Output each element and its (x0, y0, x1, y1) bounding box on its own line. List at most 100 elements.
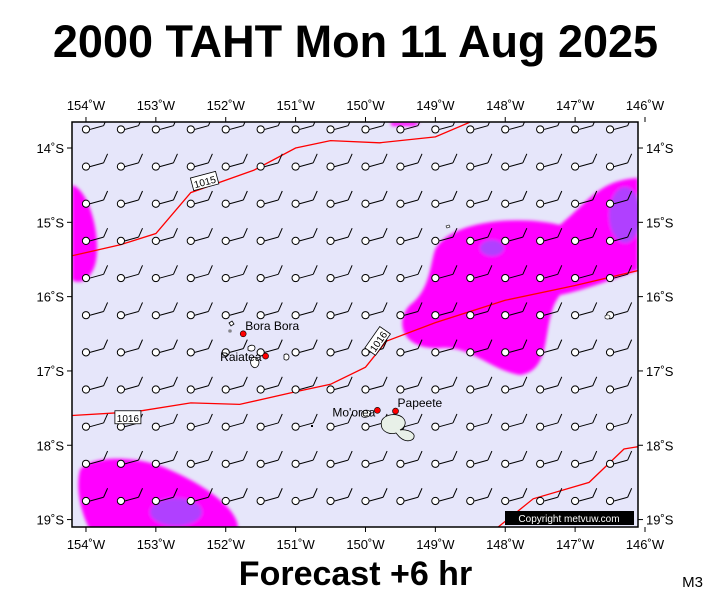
wind-barb (536, 339, 563, 357)
wind-barb (116, 153, 143, 171)
wind-barb (186, 122, 211, 134)
wind-barb (501, 122, 526, 134)
lon-label-top: 149˚W (416, 98, 455, 113)
wind-barb (536, 153, 563, 171)
wind-barb (605, 265, 633, 283)
island-tupai (228, 329, 232, 333)
wind-barb (221, 153, 248, 171)
wind-barb (326, 413, 353, 431)
wind-barb (396, 302, 423, 320)
island-maiao (311, 425, 313, 427)
wind-barb (151, 413, 178, 431)
wind-barb (501, 153, 528, 171)
wind-barb (431, 227, 458, 245)
wind-barb (571, 302, 598, 320)
lat-label-left: 16˚S (37, 290, 65, 305)
wind-barb (466, 190, 493, 208)
place-marker (262, 352, 269, 360)
wind-barb (605, 450, 633, 468)
wind-barb (256, 153, 283, 171)
wind-barb (466, 450, 493, 468)
wind-barb (291, 153, 318, 171)
lon-label-top: 154˚W (67, 98, 106, 113)
rain-area-northwest (72, 185, 98, 282)
wind-barb (186, 153, 213, 171)
wind-barb (256, 265, 283, 283)
wind-barb (431, 450, 458, 468)
wind-barb (221, 302, 248, 320)
wind-barb (361, 265, 388, 283)
wind-barb (221, 450, 248, 468)
wind-barb (291, 302, 318, 320)
lat-label-right: 18˚S (646, 438, 674, 453)
wind-barb (151, 450, 178, 468)
wind-barb (186, 488, 213, 506)
wind-barb (396, 153, 423, 171)
wind-barb (466, 302, 493, 320)
wind-barb (326, 265, 353, 283)
lon-label-top: 153˚W (137, 98, 176, 113)
island-mehetia (604, 314, 611, 320)
wind-barb (396, 339, 423, 357)
wind-barb (221, 265, 248, 283)
wind-barb (186, 190, 213, 208)
wind-barb (256, 450, 283, 468)
wind-barb (466, 153, 493, 171)
wind-barb (256, 190, 283, 208)
wind-barb (291, 265, 318, 283)
wind-barb (221, 413, 248, 431)
wind-barb (571, 376, 598, 394)
wind-barb (81, 302, 109, 320)
wind-barb (186, 413, 213, 431)
wind-barb (256, 227, 283, 245)
copyright-label: Copyright metvuw.com (518, 514, 619, 525)
wind-barb (431, 413, 458, 431)
place-label: Mo'orea (332, 405, 375, 419)
wind-barb (326, 488, 353, 506)
wind-barb (431, 153, 458, 171)
wind-barb (605, 413, 633, 431)
wind-barb (571, 153, 598, 171)
wind-barb (361, 153, 388, 171)
wind-barb (291, 122, 316, 134)
wind-barb (81, 450, 109, 468)
lon-label-top: 150˚W (346, 98, 385, 113)
wind-barb (361, 488, 388, 506)
wind-barb (501, 227, 528, 245)
wind-barb (81, 153, 109, 171)
wind-barb (116, 339, 143, 357)
wind-barb (116, 122, 141, 134)
wind-barb (81, 190, 109, 208)
lon-label-top: 151˚W (276, 98, 315, 113)
wind-barb (81, 413, 109, 431)
copyright-box: Copyright metvuw.com (505, 511, 634, 525)
place-label: Papeete (398, 396, 443, 410)
wind-barb (186, 339, 213, 357)
wind-barb (291, 376, 318, 394)
isobar-label: 1016 (114, 410, 142, 425)
map-ticks: 154˚W 154˚W 153˚W 153˚W 152˚W 152˚W 151˚W 151˚W… (37, 98, 674, 552)
islands (228, 224, 611, 442)
wind-barb (571, 122, 595, 134)
wind-barb (396, 190, 423, 208)
lat-label-left: 17˚S (37, 364, 65, 379)
wind-barb (326, 190, 353, 208)
wind-barb (116, 190, 143, 208)
wind-barb (221, 339, 248, 357)
wind-barb (571, 339, 598, 357)
wind-barb (186, 450, 213, 468)
wind-barb (186, 376, 213, 394)
wind-barb (326, 153, 353, 171)
lon-label-bottom: 150˚W (346, 537, 385, 552)
wind-barb (361, 122, 386, 134)
wind-barb (396, 122, 421, 134)
wind-barb (361, 302, 388, 320)
isobars (72, 122, 638, 527)
isobar-1016 (72, 269, 638, 417)
lat-label-left: 14˚S (37, 141, 65, 156)
wind-barb (501, 413, 528, 431)
lon-label-bottom: 149˚W (416, 537, 455, 552)
wind-barb (396, 450, 423, 468)
map-title: 2000 TAHT Mon 11 Aug 2025 (52, 16, 659, 67)
wind-barb (81, 227, 109, 245)
